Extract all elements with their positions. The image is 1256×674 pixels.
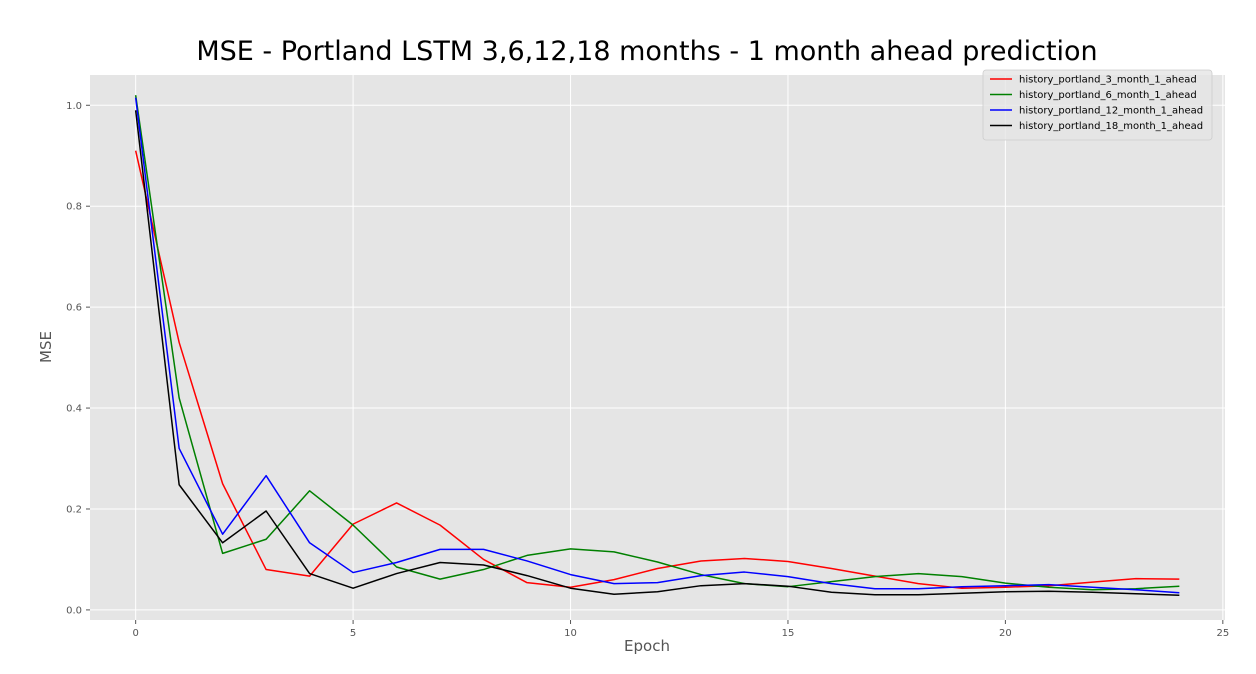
- legend-label-4: history_portland_18_month_1_ahead: [1019, 121, 1203, 132]
- legend-label-2: history_portland_6_month_1_ahead: [1019, 90, 1197, 101]
- series-line-2: [134, 95, 1180, 591]
- y-axis-label: MSE: [37, 331, 55, 363]
- x-tick-label: 0: [132, 628, 138, 639]
- y-tick-label: 0.4: [66, 404, 82, 415]
- y-tick-label: 0.2: [66, 504, 82, 515]
- legend-label-3: history_portland_12_month_1_ahead: [1019, 106, 1203, 117]
- chart-title: MSE - Portland LSTM 3,6,12,18 months - 1…: [196, 36, 1097, 67]
- legend-label-1: history_portland_3_month_1_ahead: [1019, 75, 1197, 86]
- y-tick-label: 0.8: [66, 202, 82, 213]
- axis-ticks: 0 5 10 15 20 25 0.0 0.2 0.4 0.6 0.8 1.0: [66, 101, 1229, 639]
- x-tick-label: 10: [564, 628, 577, 639]
- grid: [90, 75, 1225, 620]
- x-tick-label: 25: [1216, 628, 1229, 639]
- y-tick-label: 0.6: [66, 303, 82, 314]
- x-tick-label: 15: [782, 628, 795, 639]
- series-lines: [134, 95, 1180, 597]
- y-tick-label: 1.0: [66, 101, 82, 112]
- plot-area: [90, 75, 1225, 620]
- series-line-4: [134, 110, 1180, 597]
- series-line-1: [134, 150, 1180, 589]
- x-tick-label: 5: [350, 628, 356, 639]
- x-tick-label: 20: [999, 628, 1012, 639]
- legend: history_portland_3_month_1_ahead history_…: [982, 69, 1213, 141]
- legend-box: [982, 69, 1213, 141]
- x-axis-label: Epoch: [624, 637, 670, 655]
- y-tick-label: 0.0: [66, 605, 82, 616]
- series-line-3: [134, 97, 1180, 594]
